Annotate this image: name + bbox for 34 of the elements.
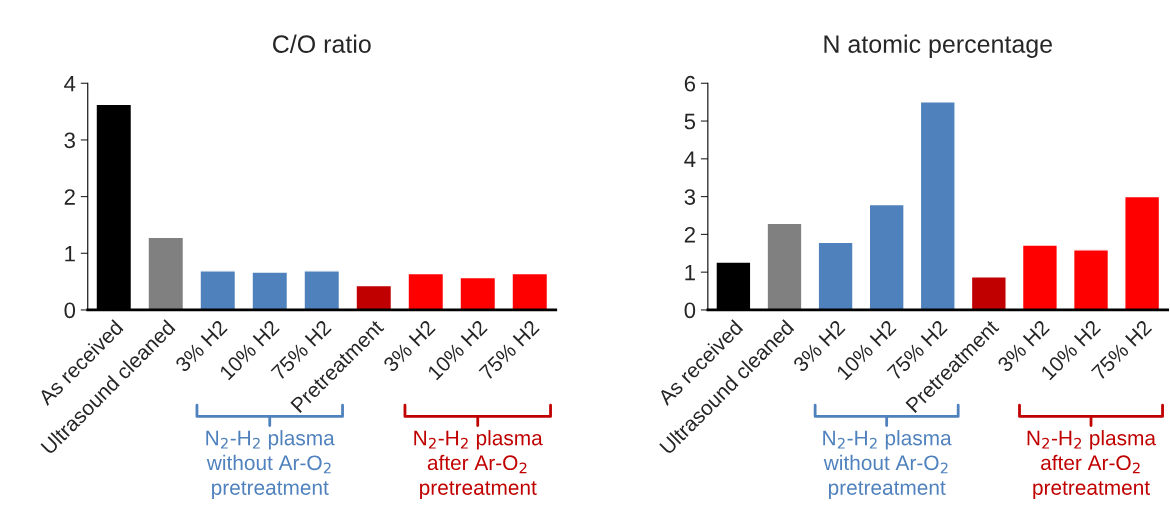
text: N$_{2}$-H$_{2}$ plasma after Ar-O$_{2}$ pretreatment [1027,430,1156,500]
y-tick-label: 2 [684,226,695,243]
bar [868,203,905,310]
chart-title: N atomic percentage [824,34,1052,58]
y-tick-label: 6 [684,75,696,92]
y-tick-label: 3 [64,132,75,149]
y-tick-label: 4 [684,151,696,167]
y-tick-label: 1 [685,264,695,281]
bar [459,276,497,310]
bar [1021,244,1059,310]
y-tick-label: 1 [65,246,75,262]
y-tick-label: 3 [684,189,696,205]
chart-title: C/O ratio [273,34,371,53]
bar [1072,249,1110,310]
bar [199,270,237,310]
y-tick-label: 0 [684,302,696,319]
y-tick-label: 2 [64,189,75,205]
bar [147,236,185,310]
y-tick-label: 5 [684,113,696,130]
text: N$_{2}$-H$_{2}$ plasma without Ar-O$_{2}$ pretreatment [206,430,335,500]
bar [766,222,803,310]
bar [970,276,1007,310]
bar [1124,195,1161,310]
bar [919,101,956,310]
bar [303,270,341,310]
text: N$_{2}$-H$_{2}$ plasma after Ar-O$_{2}$ pretreatment [414,430,543,500]
bar [817,241,854,310]
bar [407,272,445,310]
text: N$_{2}$-H$_{2}$ plasma without Ar-O$_{2}$ pretreatment [823,430,952,500]
bar [355,284,393,310]
y-tick-label: 4 [64,76,76,92]
bar [511,272,549,310]
y-tick-label: 0 [64,302,76,319]
bar [251,271,289,310]
